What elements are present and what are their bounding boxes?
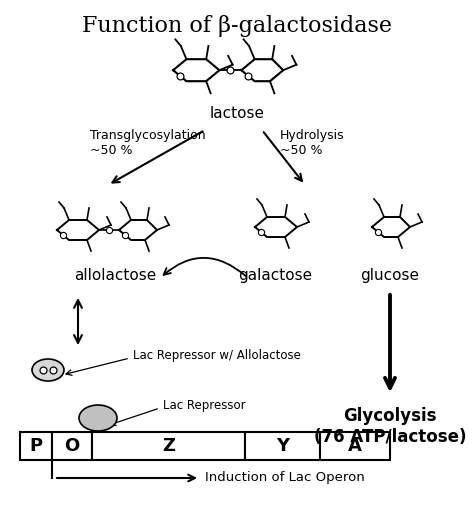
Bar [92, 432, 245, 460]
Text: P: P [29, 437, 43, 455]
Bar [245, 432, 320, 460]
FancyArrowPatch shape [164, 258, 246, 276]
Bar [52, 432, 92, 460]
Text: glucose: glucose [361, 268, 419, 283]
Text: Z: Z [162, 437, 175, 455]
Ellipse shape [32, 359, 64, 381]
Text: O: O [64, 437, 80, 455]
Text: galactose: galactose [238, 268, 312, 283]
Bar [320, 432, 390, 460]
Text: allolactose: allolactose [74, 268, 156, 283]
Text: Transglycosylation
~50 %: Transglycosylation ~50 % [90, 129, 206, 157]
Ellipse shape [79, 405, 117, 431]
Text: lactose: lactose [210, 106, 264, 121]
Text: Induction of Lac Operon: Induction of Lac Operon [205, 471, 365, 484]
Text: Function of β-galactosidase: Function of β-galactosidase [82, 15, 392, 37]
Text: Hydrolysis
~50 %: Hydrolysis ~50 % [280, 129, 345, 157]
Text: Lac Repressor w/ Allolactose: Lac Repressor w/ Allolactose [133, 349, 301, 362]
Text: Lac Repressor: Lac Repressor [163, 398, 246, 411]
Bar [20, 432, 52, 460]
Text: A: A [348, 437, 362, 455]
Text: Glycolysis
(76 ATP/lactose): Glycolysis (76 ATP/lactose) [314, 407, 466, 446]
Text: Y: Y [276, 437, 289, 455]
